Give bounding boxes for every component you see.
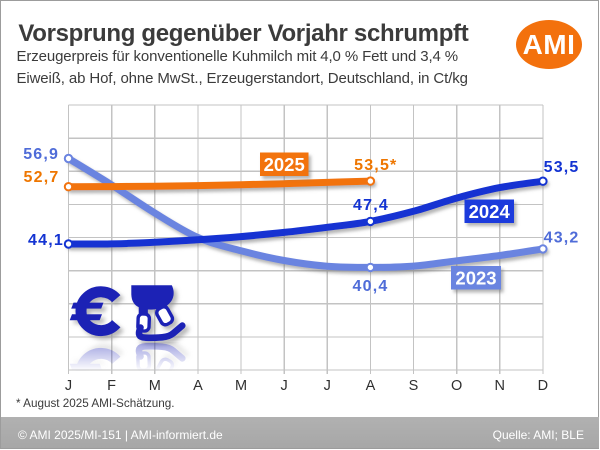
svg-text:2023: 2023 [455,268,496,289]
svg-text:52,7: 52,7 [24,169,60,186]
svg-text:F: F [107,378,116,394]
svg-text:A: A [193,378,203,394]
svg-text:2025: 2025 [264,154,305,175]
svg-text:53,5*: 53,5* [354,157,397,174]
svg-text:53,5: 53,5 [544,159,580,176]
svg-text:D: D [538,378,548,394]
svg-text:M: M [235,378,247,394]
svg-text:J: J [65,378,72,394]
svg-text:A: A [366,378,376,394]
svg-text:56,9: 56,9 [23,146,59,163]
svg-text:S: S [409,378,419,394]
svg-text:2024: 2024 [469,201,511,222]
svg-text:N: N [495,378,505,394]
svg-text:40,4: 40,4 [353,278,389,295]
svg-text:J: J [324,378,331,394]
svg-text:M: M [149,378,161,394]
svg-text:J: J [280,378,287,394]
svg-text:43,2: 43,2 [544,229,580,246]
svg-text:44,1: 44,1 [28,232,64,249]
svg-text:47,4: 47,4 [353,197,389,214]
svg-text:O: O [451,378,462,394]
